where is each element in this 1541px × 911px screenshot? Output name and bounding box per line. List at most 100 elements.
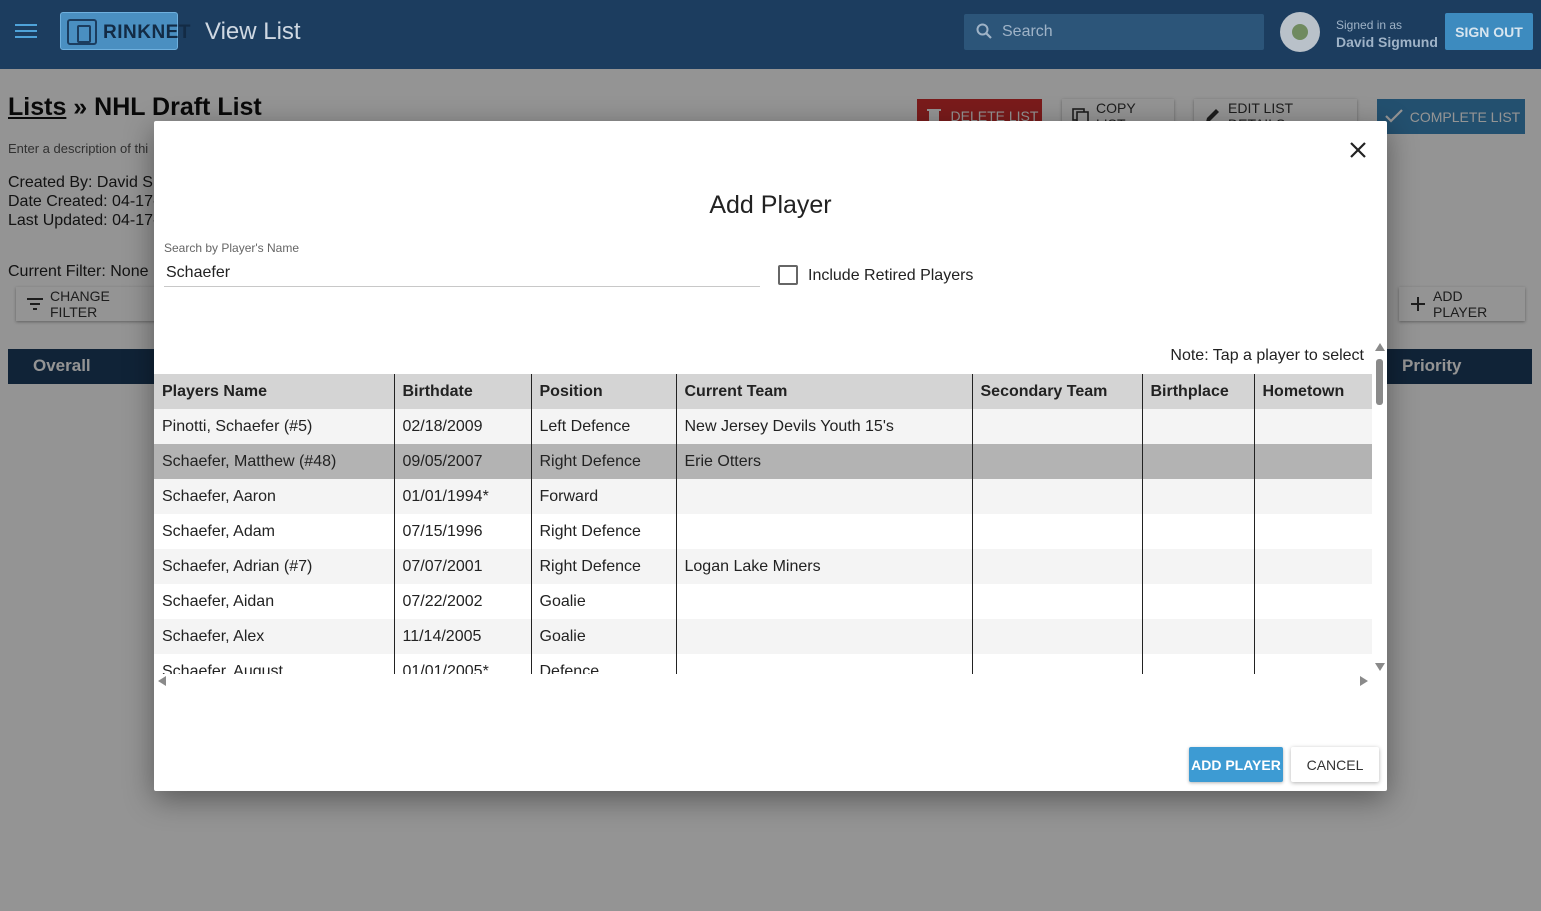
player-search-input[interactable] [164,259,760,287]
table-cell [676,584,973,619]
table-cell [972,479,1143,514]
add-player-page-button[interactable]: ADD PLAYER [1399,287,1525,321]
table-cell [1254,409,1372,444]
table-cell [1254,619,1372,654]
table-row[interactable]: Schaefer, Aidan 07/22/2002 Goalie [154,584,1372,619]
column-header[interactable]: Hometown [1254,374,1372,409]
table-cell: 01/01/2005* [394,654,532,674]
table-cell: 01/01/1994* [394,479,532,514]
table-cell: Right Defence [531,549,677,584]
table-cell [1254,444,1372,479]
table-cell [1142,584,1255,619]
add-player-button[interactable]: ADD PLAYER [1189,747,1283,782]
table-cell: New Jersey Devils Youth 15's [676,409,973,444]
table-cell: Schaefer, Aaron [154,479,395,514]
table-cell [1142,444,1255,479]
sign-out-button[interactable]: SIGN OUT [1445,13,1533,50]
list-name: NHL Draft List [94,93,262,121]
column-header[interactable]: Position [531,374,677,409]
table-cell [676,479,973,514]
vertical-scrollbar[interactable] [1372,343,1387,673]
app-bar: RINKNET View List Signed in as David Sig… [0,0,1541,69]
table-cell: Pinotti, Schaefer (#5) [154,409,395,444]
table-cell [972,514,1143,549]
change-filter-label: CHANGE FILTER [50,288,110,320]
table-cell [972,619,1143,654]
table-cell: 07/15/1996 [394,514,532,549]
table-cell [1254,584,1372,619]
menu-icon[interactable] [12,20,40,46]
scroll-right-icon[interactable] [1360,676,1368,686]
table-cell: 09/05/2007 [394,444,532,479]
table-cell: Schaefer, Aidan [154,584,395,619]
column-header[interactable]: Birthdate [394,374,532,409]
delete-icon [927,109,941,123]
cancel-button[interactable]: CANCEL [1291,747,1379,782]
table-cell: Goalie [531,619,677,654]
table-cell: Right Defence [531,444,677,479]
scroll-up-icon[interactable] [1375,343,1385,351]
list-description[interactable]: Enter a description of thi [8,141,149,156]
table-row[interactable]: Schaefer, Matthew (#48) 09/05/2007 Right D… [154,444,1372,479]
column-header[interactable]: Current Team [676,374,973,409]
table-cell [676,514,973,549]
include-retired-label[interactable]: Include Retired Players [808,267,974,284]
table-row[interactable]: Schaefer, Adrian (#7) 07/07/2001 Right Def… [154,549,1372,584]
check-icon [1385,109,1403,123]
player-search-label: Search by Player's Name [164,241,300,255]
last-updated: Last Updated: 04-17- [8,212,159,229]
avatar[interactable] [1280,12,1320,52]
change-filter-button[interactable]: CHANGE FILTER [16,287,158,321]
table-cell [1254,549,1372,584]
table-cell [1142,479,1255,514]
dialog-title: Add Player [709,191,832,219]
table-cell [1254,479,1372,514]
date-created: Date Created: 04-17- [8,193,159,210]
scroll-thumb[interactable] [1376,359,1383,405]
table-row[interactable]: Schaefer, August 01/01/2005* Defence [154,654,1372,674]
column-priority: Priority [1402,356,1462,375]
edit-icon [1206,109,1219,122]
breadcrumb-lists-link[interactable]: Lists [8,93,67,121]
complete-list-label: COMPLETE LIST [1409,108,1521,125]
select-note: Note: Tap a player to select [1170,347,1364,364]
table-cell [1142,549,1255,584]
scroll-left-icon[interactable] [158,676,166,686]
created-by: Created By: David Sig [8,174,166,191]
column-header[interactable]: Players Name [154,374,395,409]
scroll-down-icon[interactable] [1375,663,1385,671]
global-search[interactable] [964,14,1264,50]
table-cell [972,409,1143,444]
rinknet-logo[interactable]: RINKNET [60,12,190,50]
column-overall: Overall [33,356,91,375]
table-cell: 07/07/2001 [394,549,532,584]
table-cell: Erie Otters [676,444,973,479]
table-cell: Schaefer, Alex [154,619,395,654]
table-cell: Defence [531,654,677,674]
table-row[interactable]: Schaefer, Alex 11/14/2005 Goalie [154,619,1372,654]
column-header[interactable]: Birthplace [1142,374,1255,409]
table-cell [972,584,1143,619]
include-retired-checkbox[interactable] [778,265,798,285]
table-cell: Goalie [531,584,677,619]
table-cell: Forward [531,479,677,514]
close-icon[interactable] [1346,138,1370,162]
table-row[interactable]: Schaefer, Adam 07/15/1996 Right Defence [154,514,1372,549]
complete-list-button[interactable]: COMPLETE LIST [1377,99,1525,134]
search-input[interactable] [1002,14,1252,50]
table-row[interactable]: Schaefer, Aaron 01/01/1994* Forward [154,479,1372,514]
table-cell: Schaefer, Matthew (#48) [154,444,395,479]
table-cell [1254,654,1372,674]
current-filter: Current Filter: None [8,263,149,280]
table-cell: Schaefer, Adrian (#7) [154,549,395,584]
table-row[interactable]: Pinotti, Schaefer (#5) 02/18/2009 Left Def… [154,409,1372,444]
horizontal-scrollbar[interactable] [154,674,1372,688]
table-cell [1142,654,1255,674]
table-cell [1142,514,1255,549]
page-title: View List [205,18,301,45]
players-table: Players Name Birthdate Position Current Tea… [154,374,1372,674]
table-cell [1142,409,1255,444]
table-cell [676,654,973,674]
table-cell [1254,514,1372,549]
column-header[interactable]: Secondary Team [972,374,1143,409]
